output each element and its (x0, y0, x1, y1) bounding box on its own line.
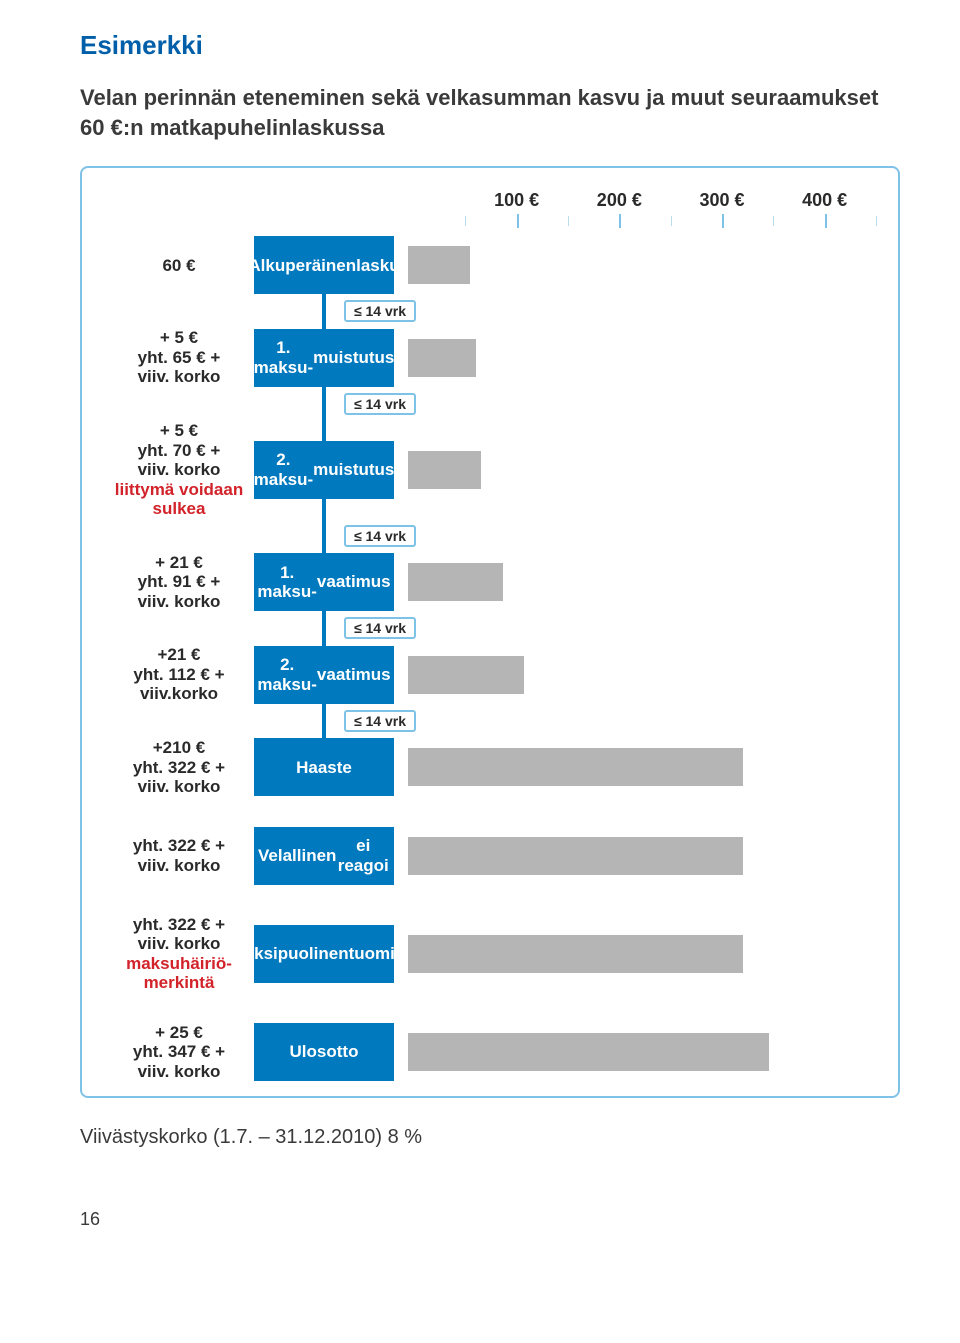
chart-row: yht. 322 € +viiv. korkomaksuhäiriö-merki… (104, 915, 876, 993)
chart-row: +210 €yht. 322 € +viiv. korkoHaaste (104, 738, 876, 797)
vrk-label: ≤ 14 vrk (344, 300, 416, 322)
vrk-label: ≤ 14 vrk (344, 393, 416, 415)
bar-cell (408, 656, 876, 694)
axis-tick-minor (568, 216, 569, 226)
stage-box: 2. maksu-vaatimus (254, 646, 394, 704)
value-bar (408, 656, 524, 694)
chart-row: yht. 322 € +viiv. korkoVelallinenei reag… (104, 827, 876, 885)
stage-block: yht. 322 € +viiv. korkomaksuhäiriö-merki… (104, 915, 876, 993)
value-bar (408, 339, 476, 377)
stage-box: Yksipuolinentuomio (254, 925, 394, 983)
bar-cell (408, 748, 876, 786)
stage-box: 1. maksu-muistutus (254, 329, 394, 387)
page-title: Esimerkki (80, 30, 900, 61)
axis-tick (619, 214, 621, 228)
row-left-label: + 25 €yht. 347 € +viiv. korko (104, 1023, 254, 1082)
section-gap (104, 997, 876, 1023)
bar-cell (408, 246, 876, 284)
section-gap (104, 889, 876, 915)
chart-row: + 25 €yht. 347 € +viiv. korkoUlosotto (104, 1023, 876, 1082)
row-left-label: +21 €yht. 112 € +viiv.korko (104, 645, 254, 704)
chart-panel: 100 € 200 € 300 € 400 € 60 €Alkuperäinenlas… (80, 166, 900, 1097)
bar-cell (408, 837, 876, 875)
stage-box: Alkuperäinenlasku (254, 236, 394, 294)
stage-box: Velallinenei reagoi (254, 827, 394, 885)
axis-tick-label: 200 € (597, 190, 642, 211)
value-bar (408, 246, 470, 284)
vrk-row: ≤ 14 vrk (104, 298, 876, 324)
footnote: Viivästyskorko (1.7. – 31.12.2010) 8 % (80, 1126, 900, 1149)
stage-box: Haaste (254, 738, 394, 796)
stage-block: yht. 322 € +viiv. korkoVelallinenei reag… (104, 827, 876, 885)
chart-row: + 5 €yht. 65 € +viiv. korko1. maksu-muis… (104, 328, 876, 387)
stage-block: 60 €Alkuperäinenlasku ≤ 14 vrk + 5 €yht. 6… (104, 236, 876, 796)
row-left-label: + 5 €yht. 65 € +viiv. korko (104, 328, 254, 387)
chart-row: +21 €yht. 112 € +viiv.korko2. maksu-vaat… (104, 645, 876, 704)
chart-row: + 5 €yht. 70 € +viiv. korkoliittymä void… (104, 421, 876, 519)
page-subtitle: Velan perinnän eteneminen sekä velkasumm… (80, 83, 900, 142)
bar-cell (408, 451, 876, 489)
vrk-label: ≤ 14 vrk (344, 525, 416, 547)
value-bar (408, 935, 743, 973)
bar-cell (408, 1033, 876, 1071)
axis-tick-label: 300 € (699, 190, 744, 211)
axis-tick-minor (671, 216, 672, 226)
row-left-label: 60 € (104, 256, 254, 276)
vrk-row: ≤ 14 vrk (104, 391, 876, 417)
axis-tick-minor (773, 216, 774, 226)
bar-cell (408, 935, 876, 973)
axis-tick-label: 400 € (802, 190, 847, 211)
value-bar (408, 748, 743, 786)
row-left-label: yht. 322 € +viiv. korko (104, 836, 254, 875)
row-left-label: + 21 €yht. 91 € +viiv. korko (104, 553, 254, 612)
axis-tick-label: 100 € (494, 190, 539, 211)
stage-box: Ulosotto (254, 1023, 394, 1081)
row-left-label: +210 €yht. 322 € +viiv. korko (104, 738, 254, 797)
vrk-label: ≤ 14 vrk (344, 710, 416, 732)
stage-box: 2. maksu-muistutus (254, 441, 394, 499)
value-bar (408, 563, 503, 601)
axis-tick-minor (465, 216, 466, 226)
vrk-label: ≤ 14 vrk (344, 617, 416, 639)
axis-tick (825, 214, 827, 228)
bar-cell (408, 563, 876, 601)
stage-box: 1. maksu-vaatimus (254, 553, 394, 611)
value-bar (408, 451, 481, 489)
stage-block: + 25 €yht. 347 € +viiv. korkoUlosotto (104, 1023, 876, 1082)
vrk-row: ≤ 14 vrk (104, 615, 876, 641)
axis-tick-minor (876, 216, 877, 226)
page-number: 16 (80, 1209, 900, 1230)
section-gap (104, 801, 876, 827)
bar-cell (408, 339, 876, 377)
axis-tick (722, 214, 724, 228)
chart-row: 60 €Alkuperäinenlasku (104, 236, 876, 294)
value-bar (408, 1033, 769, 1071)
row-left-label: + 5 €yht. 70 € +viiv. korkoliittymä void… (104, 421, 254, 519)
row-left-label: yht. 322 € +viiv. korkomaksuhäiriö-merki… (104, 915, 254, 993)
axis-area: 100 € 200 € 300 € 400 € (414, 190, 876, 236)
chart-row: + 21 €yht. 91 € +viiv. korko1. maksu-vaa… (104, 553, 876, 612)
rows-container: 60 €Alkuperäinenlasku ≤ 14 vrk + 5 €yht. 6… (104, 236, 876, 1081)
vrk-row: ≤ 14 vrk (104, 708, 876, 734)
axis-tick (517, 214, 519, 228)
vrk-row: ≤ 14 vrk (104, 523, 876, 549)
value-bar (408, 837, 743, 875)
